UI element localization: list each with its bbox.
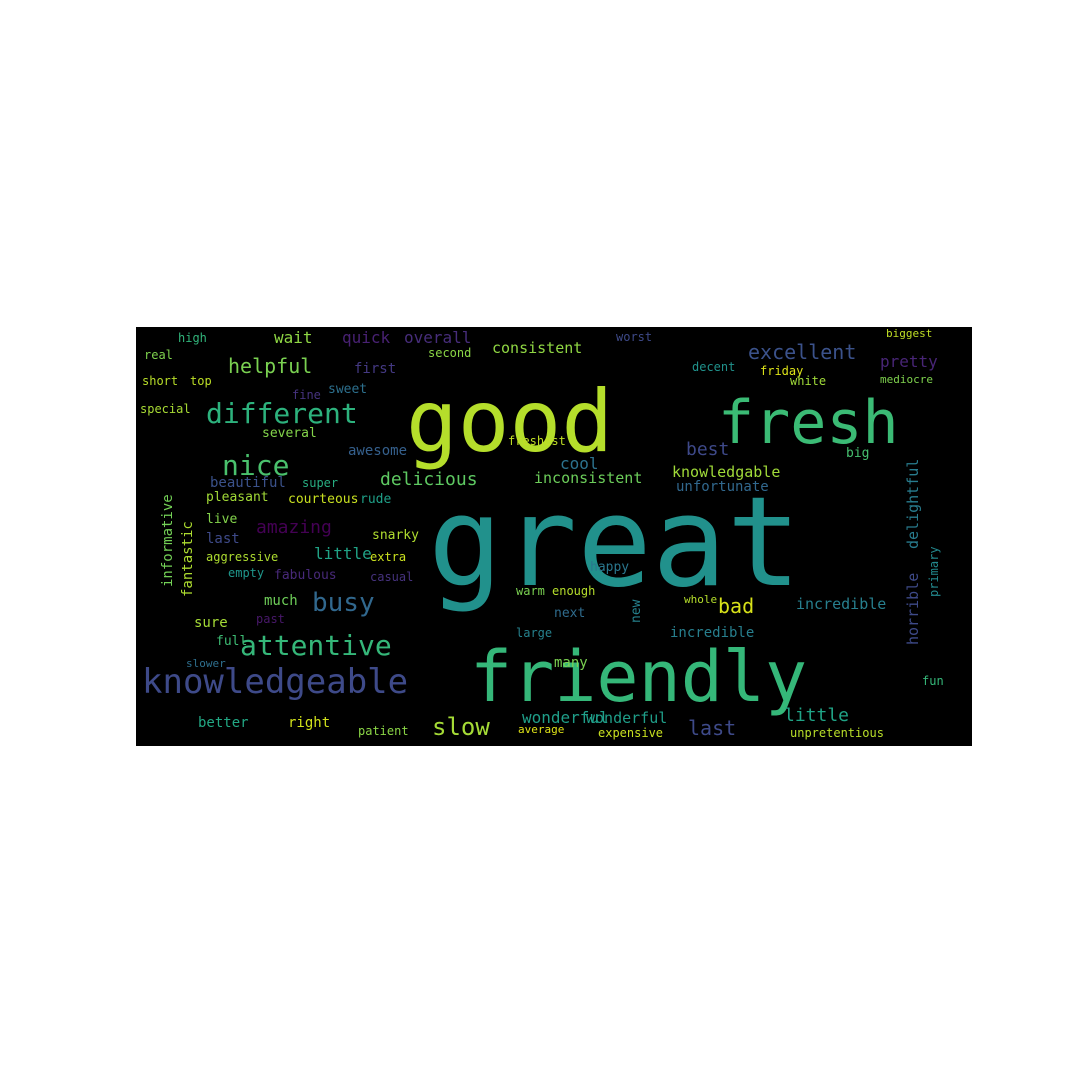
word-slower: slower [186,657,226,670]
word-knowledgable: knowledgable [672,463,780,481]
word-fun: fun [922,674,944,688]
word-cloud-canvas: great good friendly fresh knowledgeable … [140,327,944,741]
word-overall: overall [404,328,471,347]
word-horrible: horrible [904,573,922,645]
word-knowledgeable: knowledgeable [142,662,408,702]
word-aggressive: aggressive [206,550,278,564]
word-know: mediocre [880,373,933,386]
word-freshest: freshest [508,434,566,448]
word-incredible: incredible [796,595,886,613]
word-hospitable: white [790,374,826,388]
word-sure: sure [194,615,228,631]
word-worst: real [144,348,173,362]
word-unpretentious: unpretentious [790,726,884,740]
word-best: best [686,439,729,460]
word-snarky: snarky [372,528,419,543]
word-much: much [264,593,298,609]
word-new: new [629,599,644,623]
word-slow: slow [432,713,490,741]
word-white: second [428,346,471,360]
word-little: little [784,705,849,726]
word-bad: bad [718,594,754,618]
word-right: right [288,715,330,731]
word-last: last [688,716,736,740]
word-different: different [206,397,358,430]
word-large: large [516,626,552,640]
word-short: sweet [328,382,367,397]
word-live: live [206,512,237,527]
word-general: decent [692,360,735,374]
word-casual: casual [370,570,413,584]
word-fantastic: fantastic [180,521,196,597]
word-big: friday [760,364,803,378]
word-patient: patient [358,724,409,738]
word-great: great [428,471,801,615]
word-delicious: delicious [380,469,478,490]
word-real: several [262,426,317,441]
word-second: short [142,374,178,388]
word-happy: happy [590,560,629,575]
word-amazing: amazing [256,517,332,538]
word-good: good [406,372,613,472]
word-empty: empty [228,566,264,580]
word-expensive: expensive [598,726,663,740]
word-nice: nice [222,449,289,482]
word-super: little [314,544,372,563]
word-cool: cool [560,454,599,473]
word-full: full [216,634,247,649]
word-busy: busy [312,588,375,618]
word-wonderful: wonderful [586,709,667,727]
word-helpful: helpful [228,354,312,378]
word-decent: worst [616,330,652,344]
word-attentive: attentive [240,629,392,662]
word-average: average [518,723,564,736]
word-friendly: friendly [470,636,807,718]
word-top: first [354,361,396,377]
word-enough: enough [552,584,595,598]
word-pleasant: incredible [670,625,754,641]
word-better: better [198,715,249,731]
word-rude: wonderful [522,708,609,727]
word-biggest: top [190,374,212,388]
word-high: awesome [348,443,407,459]
word-first: beautiful [210,475,286,491]
word-unfortunate: unfortunate [676,479,769,495]
word-friday: special [140,402,191,416]
word-warm: warm [516,584,545,598]
word-inconsistent: inconsistent [534,469,642,487]
word-cloud: great good friendly fresh knowledgeable … [136,327,972,746]
word-awesome: rude [360,492,391,507]
word-pretty: pretty [880,352,938,371]
word-extra: extra [370,550,406,564]
word-fresh: fresh [718,388,899,458]
word-consistent: consistent [492,339,582,357]
word-beautiful: pleasant [206,490,269,505]
word-informative: informative [160,494,176,587]
word-next: next [554,606,585,621]
word-excellent: excellent [748,340,856,364]
word-delightful: delightful [904,459,922,549]
word-sweet: courteous [288,492,358,507]
word-whole: whole [684,593,717,606]
word-past: past [256,612,285,626]
word-fabulous: fabulous [274,568,337,583]
word-several: super [302,476,338,490]
word-wait: wait [274,328,313,347]
word-courteous: last [206,531,240,547]
word-special: high [178,331,207,345]
word-many: many [554,655,588,671]
word-similar: big [846,446,869,461]
word-mediocre: biggest [886,327,932,340]
word-primary: primary [927,546,941,597]
word-fine: fine [292,388,321,402]
word-quick: quick [342,328,391,347]
